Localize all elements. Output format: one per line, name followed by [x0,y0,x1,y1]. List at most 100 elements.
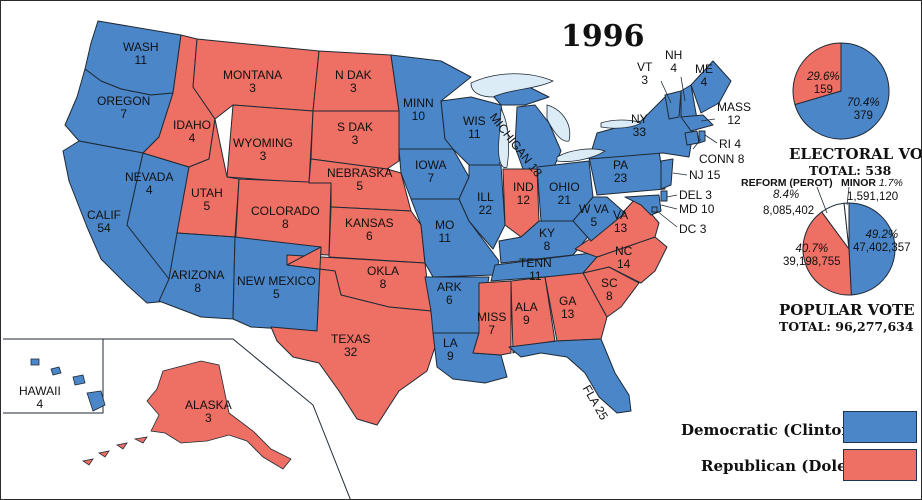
label-wa: WASH 11 [123,40,159,67]
label-ri: RI 4 [719,137,742,151]
state-ak [146,360,292,470]
label-hi: HAWAII 4 [19,384,61,411]
label-nj: NJ 15 [689,168,721,182]
state-nc [582,236,668,284]
leader-ri [704,134,718,144]
pv-total: TOTAL: 96,277,634 [779,319,914,334]
ev-total: TOTAL: 538 [809,163,892,178]
label-me: ME 4 [695,62,713,89]
popular-vote-pie [802,202,896,296]
state-nj [660,158,674,190]
pv-reform-name: REFORM (PEROT) [741,177,833,189]
ev-dem-label: 70.4% 379 [847,97,880,122]
label-or: OREGON 7 [97,94,151,121]
state-hi-maui [72,374,86,386]
label-mo: MO 11 [435,218,455,245]
label-nh: NH 4 [665,48,683,75]
legend-democratic-swatch [843,411,917,443]
state-ct [684,130,700,146]
label-md: MD 10 [679,202,715,216]
legend-republican-label: Republican (Dole) [701,457,854,475]
alaska-inset-frame [3,338,351,499]
pv-reform-pct: 8.4% [773,189,800,201]
state-ri [698,130,706,144]
leader-lines [656,76,850,228]
pv-reform-votes: 8,085,402 [763,205,815,217]
label-nc: NC 14 [615,244,633,271]
leader-minor [846,186,850,206]
leader-md [660,204,678,210]
lake-michigan [498,107,509,169]
label-de: DEL 3 [679,188,712,202]
label-ne: NEBRASKA 5 [327,166,393,193]
inset-frames [3,338,351,499]
label-sc: SC 8 [601,276,618,303]
state-tx [270,246,436,426]
label-al: ALA 9 [515,300,538,327]
label-wy: WYOMING 3 [233,136,293,163]
state-ak-island [133,436,148,444]
state-wv [572,196,626,242]
label-sd: S DAK 3 [337,120,374,147]
ev-slice-republican [792,42,842,106]
pv-minor-name: MINOR 1.7% [841,177,903,189]
legend-democratic-label: Democratic (Clinton) [681,421,860,439]
hawaii-islands [30,358,106,412]
legend-republican-swatch [843,449,917,481]
state-hi-oahu [50,366,62,376]
label-mn: MINN 10 [403,96,434,123]
state-dc [651,206,658,213]
alaska-shape [81,360,292,470]
state-fl [508,338,632,414]
leader-conn [692,138,702,150]
pv-minor-votes: 1,591,120 [847,191,899,203]
label-co: COLORADO 8 [251,204,320,231]
label-tx: TEXAS 32 [331,332,371,359]
label-nd: N DAK 3 [335,68,372,95]
label-dc: DC 3 [679,222,707,236]
pv-heading: POPULAR VOTE [779,301,915,319]
label-ma: MASS 12 [717,100,752,127]
state-ma [680,114,714,132]
label-la: LA 9 [443,336,458,363]
label-ny: NY 33 [631,112,648,139]
lake-superior [470,73,554,98]
label-az: ARIZONA 8 [171,268,225,295]
label-nv: NEVADA 4 [125,170,174,197]
label-il: ILL 22 [477,190,494,217]
ev-heading: ELECTORAL VOTE [789,145,922,163]
leader-dc [656,210,678,228]
hawaii-inset-frame [3,339,104,414]
lake-erie [556,148,606,162]
label-in: IND 12 [513,180,534,207]
state-ak-island [115,442,128,450]
label-vt: VT 3 [637,60,653,87]
label-ms: MISS 7 [477,310,507,337]
leader-nj [672,172,688,176]
state-sd [310,110,400,170]
state-ga [544,272,608,342]
label-wi: WIS 11 [463,114,486,141]
label-oh: OHIO 21 [549,180,580,207]
label-pa: PA 23 [613,158,629,185]
leader-reform [816,186,828,214]
label-nm: NEW MEXICO 5 [237,274,316,301]
lake-huron [546,104,571,142]
label-ky: KY 8 [539,226,556,253]
pv-slice-democratic [848,202,896,296]
label-va: VA 13 [613,208,629,235]
electoral-vote-pie [792,42,890,140]
pv-rep-label: 40.7% 39,198,755 [783,243,841,268]
label-wv: W VA 5 [579,202,609,229]
label-ia: IOWA 7 [415,158,447,185]
label-ut: UTAH 5 [191,186,223,213]
label-ar: ARK 6 [437,280,462,307]
leader-vt [660,80,672,104]
state-hi-big-island [86,390,106,412]
label-mt: MONTANA 3 [223,68,283,95]
map-title: 1996 [561,19,645,54]
pv-dem-label: 49.2% 47,402,357 [853,229,911,254]
leader-nh [680,76,686,102]
